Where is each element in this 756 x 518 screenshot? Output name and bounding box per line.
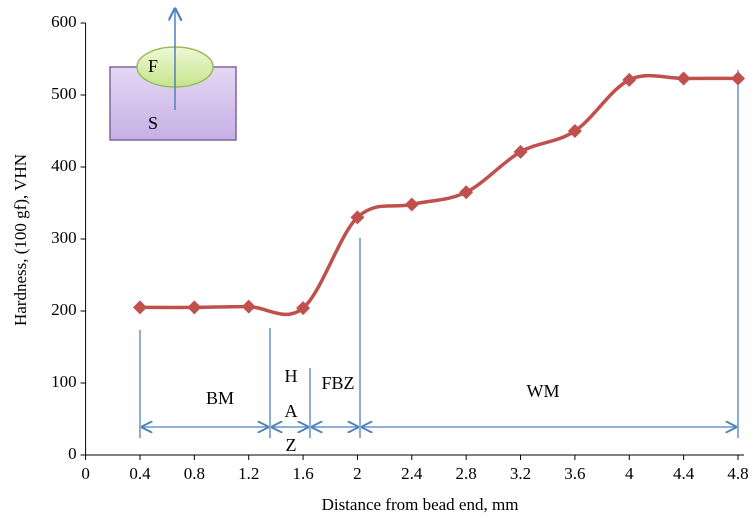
x-tick-label: 1.6: [292, 464, 313, 483]
marker: [241, 299, 256, 314]
marker: [622, 72, 637, 87]
y-tick-label: 500: [51, 84, 77, 103]
y-tick-label: 100: [51, 372, 77, 391]
x-tick-label: 1.2: [238, 464, 259, 483]
annotation: F: [148, 56, 158, 76]
y-tick-label: 600: [51, 12, 77, 31]
marker: [350, 210, 365, 225]
inset: [109, 9, 237, 141]
x-tick-label: 0.8: [184, 464, 205, 483]
x-tick-label: 0: [81, 464, 90, 483]
marker: [513, 144, 528, 159]
annotation: Z: [286, 435, 297, 455]
y-tick-label: 300: [51, 228, 77, 247]
x-tick-label: 2: [353, 464, 362, 483]
y-tick-label: 0: [68, 444, 77, 463]
marker: [676, 71, 691, 86]
marker: [731, 71, 745, 86]
y-axis-label: Hardness, (100 gf), VHN: [11, 154, 30, 326]
y-tick-label: 400: [51, 156, 77, 175]
x-tick-label: 0.4: [129, 464, 151, 483]
x-axis-label: Distance from bead end, mm: [322, 495, 519, 514]
x-tick-label: 3.2: [510, 464, 531, 483]
x-tick-label: 4.8: [727, 464, 748, 483]
marker: [132, 300, 147, 315]
x-tick-label: 2.8: [456, 464, 477, 483]
x-tick-label: 4: [625, 464, 634, 483]
annotation: S: [148, 113, 158, 133]
x-tick-label: 4.4: [673, 464, 695, 483]
annotation: H: [285, 366, 298, 386]
x-tick-label: 2.4: [401, 464, 423, 483]
marker: [459, 185, 474, 200]
annotation: A: [285, 401, 298, 421]
y-tick-label: 200: [51, 300, 77, 319]
regions: [139, 70, 739, 438]
marker: [404, 197, 419, 212]
marker: [187, 300, 202, 315]
annotation: FBZ: [321, 373, 354, 393]
marker: [296, 301, 311, 316]
annotation: WM: [527, 381, 560, 401]
marker: [567, 124, 582, 138]
x-tick-label: 3.6: [564, 464, 585, 483]
annotation: BM: [206, 388, 234, 408]
